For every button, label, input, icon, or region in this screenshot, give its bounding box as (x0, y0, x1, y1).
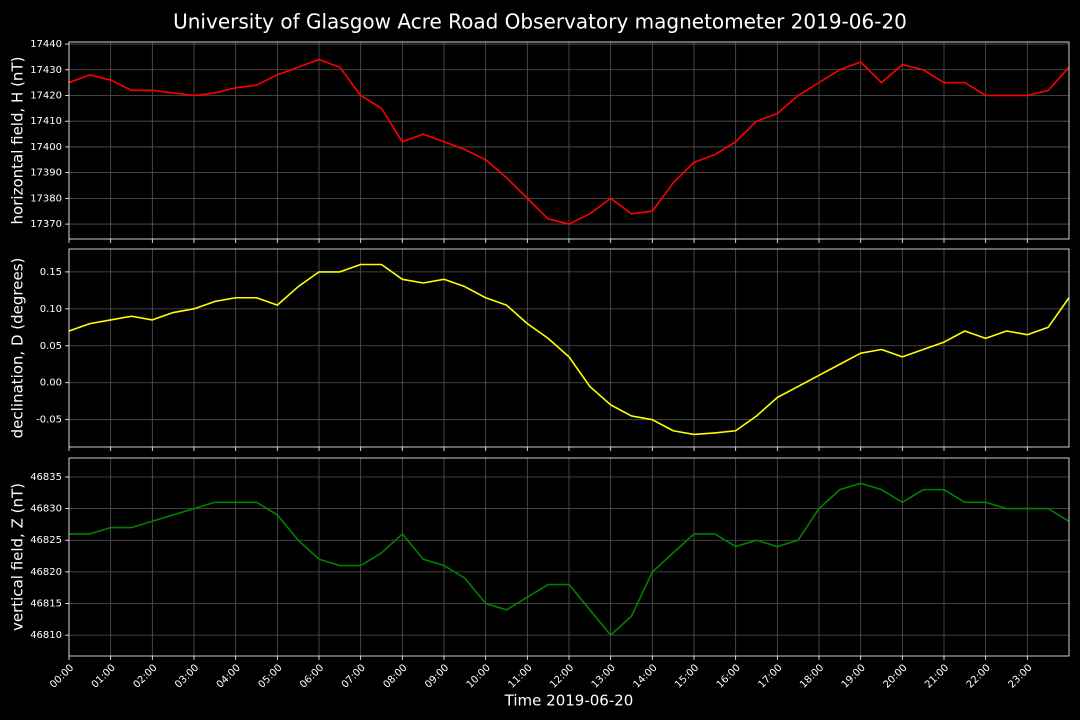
y-tick-label: 17440 (30, 39, 62, 50)
y-axis-label: vertical field, Z (nT) (9, 483, 27, 631)
y-tick-label: 17400 (30, 142, 62, 153)
y-tick-label: 17420 (30, 90, 62, 101)
y-tick-label: 17390 (30, 168, 62, 179)
figure-title: University of Glasgow Acre Road Observat… (173, 10, 907, 34)
y-tick-label: 17410 (30, 116, 62, 127)
data-line (69, 482, 1070, 636)
data-line (68, 58, 1070, 225)
y-tick-label: 0.10 (40, 304, 62, 315)
y-tick-label: -0.05 (36, 415, 62, 426)
y-axis-label: horizontal field, H (nT) (9, 57, 27, 225)
y-tick-label: 17380 (30, 193, 62, 204)
y-tick-label: 46830 (30, 504, 62, 515)
y-tick-label: 0.00 (40, 378, 62, 389)
y-tick-label: 0.05 (40, 341, 62, 352)
y-tick-label: 17370 (30, 219, 62, 230)
y-tick-label: 46825 (30, 535, 62, 546)
axes-frame (68, 41, 1070, 240)
axes-frame (68, 248, 1070, 448)
y-tick-label: 46820 (30, 567, 62, 578)
data-line (68, 263, 1070, 436)
axes-frame (68, 457, 1070, 657)
y-tick-label: 46815 (30, 598, 62, 609)
y-tick-label: 17430 (30, 65, 62, 76)
y-tick-label: 0.15 (40, 267, 62, 278)
y-axis-label: declination, D (degrees) (9, 258, 27, 439)
y-tick-label: 46810 (30, 630, 62, 641)
y-tick-label: 46835 (30, 472, 62, 483)
x-axis-label: Time 2019-06-20 (504, 692, 634, 710)
